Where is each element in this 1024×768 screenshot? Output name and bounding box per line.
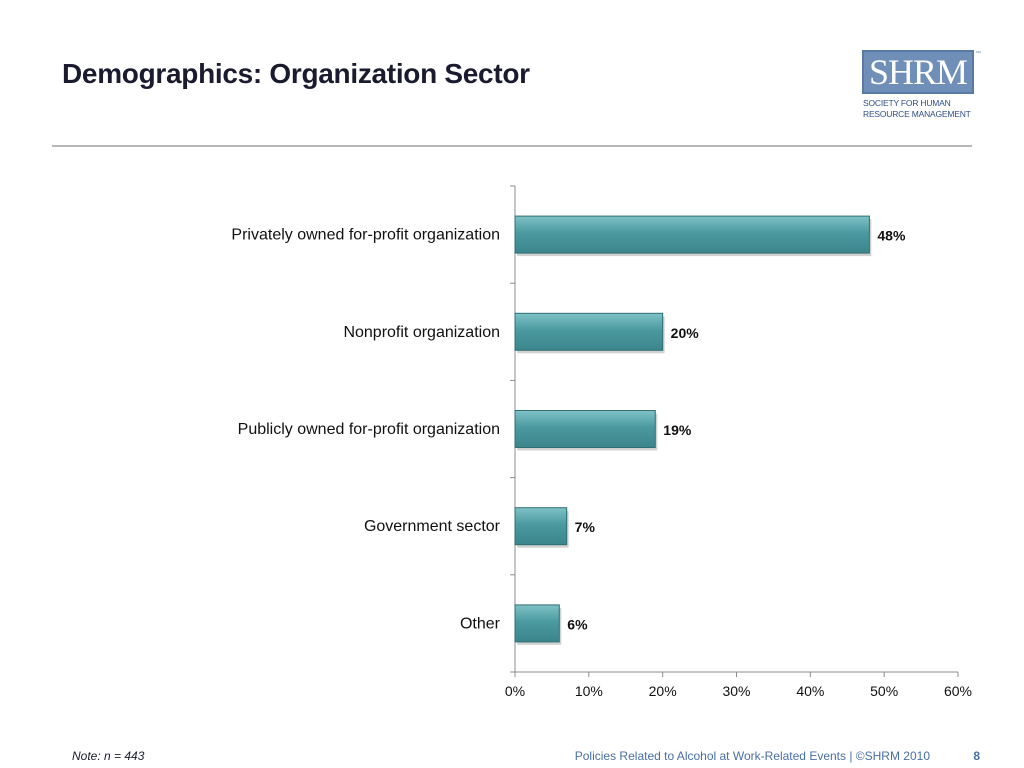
data-label: 19% — [663, 422, 692, 438]
category-label: Government sector — [364, 518, 501, 535]
logo-line-1: SOCIETY FOR HUMAN — [863, 98, 951, 108]
footer-source: Policies Related to Alcohol at Work-Rela… — [574, 749, 930, 763]
shrm-logo: SHRM ™ SOCIETY FOR HUMAN RESOURCE MANAGE… — [862, 50, 981, 122]
x-tick-label: 10% — [575, 683, 603, 699]
bar — [514, 507, 568, 546]
data-label: 20% — [671, 325, 700, 341]
x-tick-label: 30% — [722, 683, 750, 699]
logo-line-2: RESOURCE MANAGEMENT — [863, 109, 971, 119]
category-label: Privately owned for-profit organization — [231, 227, 500, 244]
category-label: Publicly owned for-profit organization — [238, 421, 500, 438]
bar — [514, 604, 560, 643]
bar-chart: 0% 10% 20% 30% 40% 50% 60% Privately owned for-… — [231, 185, 972, 699]
logo-mark: SHRM — [868, 52, 968, 92]
x-tick-label: 60% — [944, 683, 972, 699]
footer-note: Note: n = 443 — [72, 749, 145, 763]
data-label: 7% — [575, 519, 596, 535]
logo-trademark: ™ — [975, 51, 981, 57]
logo-box — [862, 50, 974, 94]
data-label: 48% — [877, 228, 906, 244]
category-label: Nonprofit organization — [343, 324, 500, 341]
x-tick-label: 40% — [796, 683, 824, 699]
title-divider — [52, 145, 972, 147]
x-tick-label: 20% — [649, 683, 677, 699]
x-tick-label: 0% — [505, 683, 525, 699]
category-label: Other — [460, 615, 501, 632]
slide-title: Demographics: Organization Sector — [62, 58, 530, 89]
bar — [514, 410, 656, 448]
bar — [514, 312, 664, 351]
x-tick-label: 50% — [870, 683, 898, 699]
page-number: 8 — [973, 749, 980, 763]
bar — [514, 215, 870, 254]
data-label: 6% — [567, 616, 588, 632]
